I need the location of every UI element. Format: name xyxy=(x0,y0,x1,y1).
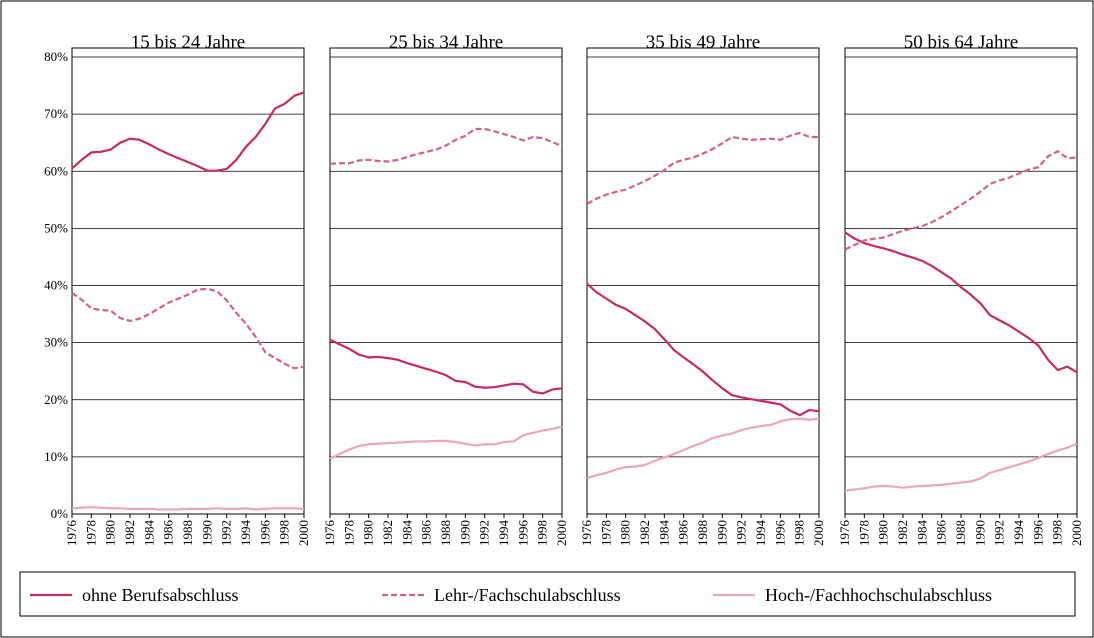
x-tick-label: 1980 xyxy=(361,520,376,546)
x-tick-label: 1998 xyxy=(535,520,550,546)
x-tick-label: 1982 xyxy=(637,520,652,546)
x-tick-label: 1998 xyxy=(792,520,807,546)
x-tick-label: 1976 xyxy=(579,520,594,547)
x-tick-label: 1988 xyxy=(695,520,710,546)
x-tick-label: 1984 xyxy=(656,520,671,547)
x-tick-label: 1988 xyxy=(438,520,453,546)
x-tick-label: 1986 xyxy=(934,520,949,547)
y-tick-label: 10% xyxy=(44,449,68,464)
x-tick-label: 1990 xyxy=(972,520,987,546)
series-line xyxy=(586,282,820,417)
x-tick-label: 1992 xyxy=(477,520,492,546)
x-tick-label: 1988 xyxy=(180,520,195,546)
legend-frame xyxy=(19,571,1076,617)
series-line xyxy=(71,506,305,511)
legend-label: Hoch-/Fachhochschulabschluss xyxy=(765,585,992,605)
x-tick-label: 1976 xyxy=(837,520,852,547)
panel-frame xyxy=(586,47,820,515)
x-tick-label: 1980 xyxy=(103,520,118,546)
x-tick-label: 1978 xyxy=(856,520,871,546)
panel-title: 25 bis 34 Jahre xyxy=(389,32,504,53)
x-tick-label: 1998 xyxy=(277,520,292,546)
x-tick-label: 2000 xyxy=(811,520,826,546)
x-tick-label: 1998 xyxy=(1050,520,1065,546)
series-line xyxy=(329,338,563,395)
panel-frame xyxy=(844,47,1078,515)
series-line xyxy=(586,131,819,205)
series-line xyxy=(71,287,305,370)
x-tick-label: 1986 xyxy=(161,520,176,547)
x-tick-label: 1994 xyxy=(496,520,511,547)
y-tick-label: 0% xyxy=(51,506,69,521)
x-tick-label: 1992 xyxy=(734,520,749,546)
y-tick-label: 40% xyxy=(44,278,68,293)
x-tick-label: 2000 xyxy=(554,520,569,546)
y-tick-label: 30% xyxy=(44,335,68,350)
series-line xyxy=(71,91,305,172)
x-tick-label: 1984 xyxy=(399,520,414,547)
panel-title: 35 bis 49 Jahre xyxy=(646,32,761,53)
x-tick-label: 1992 xyxy=(219,520,234,546)
x-tick-label: 1990 xyxy=(714,520,729,546)
x-tick-label: 2000 xyxy=(1069,520,1084,546)
x-tick-label: 1992 xyxy=(992,520,1007,546)
y-tick-label: 60% xyxy=(44,163,68,178)
legend-label: Lehr-/Fachschulabschluss xyxy=(434,585,621,605)
series-line xyxy=(844,231,1078,374)
x-tick-label: 1988 xyxy=(953,520,968,546)
x-tick-label: 1996 xyxy=(515,520,530,547)
series-line xyxy=(329,127,563,165)
series-line xyxy=(329,425,563,460)
x-tick-label: 1984 xyxy=(914,520,929,547)
x-tick-label: 1990 xyxy=(457,520,472,546)
y-tick-label: 50% xyxy=(44,220,68,235)
x-tick-label: 1980 xyxy=(618,520,633,546)
x-tick-label: 1982 xyxy=(380,520,395,546)
y-tick-label: 80% xyxy=(44,49,68,64)
series-line xyxy=(844,442,1078,492)
x-tick-label: 1978 xyxy=(598,520,613,546)
series-line xyxy=(844,150,1078,251)
x-tick-label: 2000 xyxy=(296,520,311,546)
x-tick-label: 1980 xyxy=(876,520,891,546)
panel-title: 50 bis 64 Jahre xyxy=(904,32,1019,53)
x-tick-label: 1976 xyxy=(322,520,337,547)
y-tick-label: 20% xyxy=(44,392,68,407)
x-tick-label: 1990 xyxy=(199,520,214,546)
x-tick-label: 1984 xyxy=(141,520,156,547)
x-tick-label: 1994 xyxy=(1011,520,1026,547)
x-tick-label: 1982 xyxy=(895,520,910,546)
x-tick-label: 1996 xyxy=(257,520,272,547)
y-tick-label: 70% xyxy=(44,106,68,121)
x-tick-label: 1978 xyxy=(341,520,356,546)
panel-title: 15 bis 24 Jahre xyxy=(131,32,246,53)
x-tick-label: 1996 xyxy=(772,520,787,547)
x-tick-label: 1986 xyxy=(419,520,434,547)
x-tick-label: 1994 xyxy=(238,520,253,547)
legend-label: ohne Berufsabschluss xyxy=(82,585,238,605)
x-tick-label: 1982 xyxy=(122,520,137,546)
x-tick-label: 1996 xyxy=(1030,520,1045,547)
series-line xyxy=(586,417,820,480)
x-tick-label: 1978 xyxy=(83,520,98,546)
x-tick-label: 1986 xyxy=(676,520,691,547)
x-tick-label: 1976 xyxy=(64,520,79,547)
x-tick-label: 1994 xyxy=(753,520,768,547)
